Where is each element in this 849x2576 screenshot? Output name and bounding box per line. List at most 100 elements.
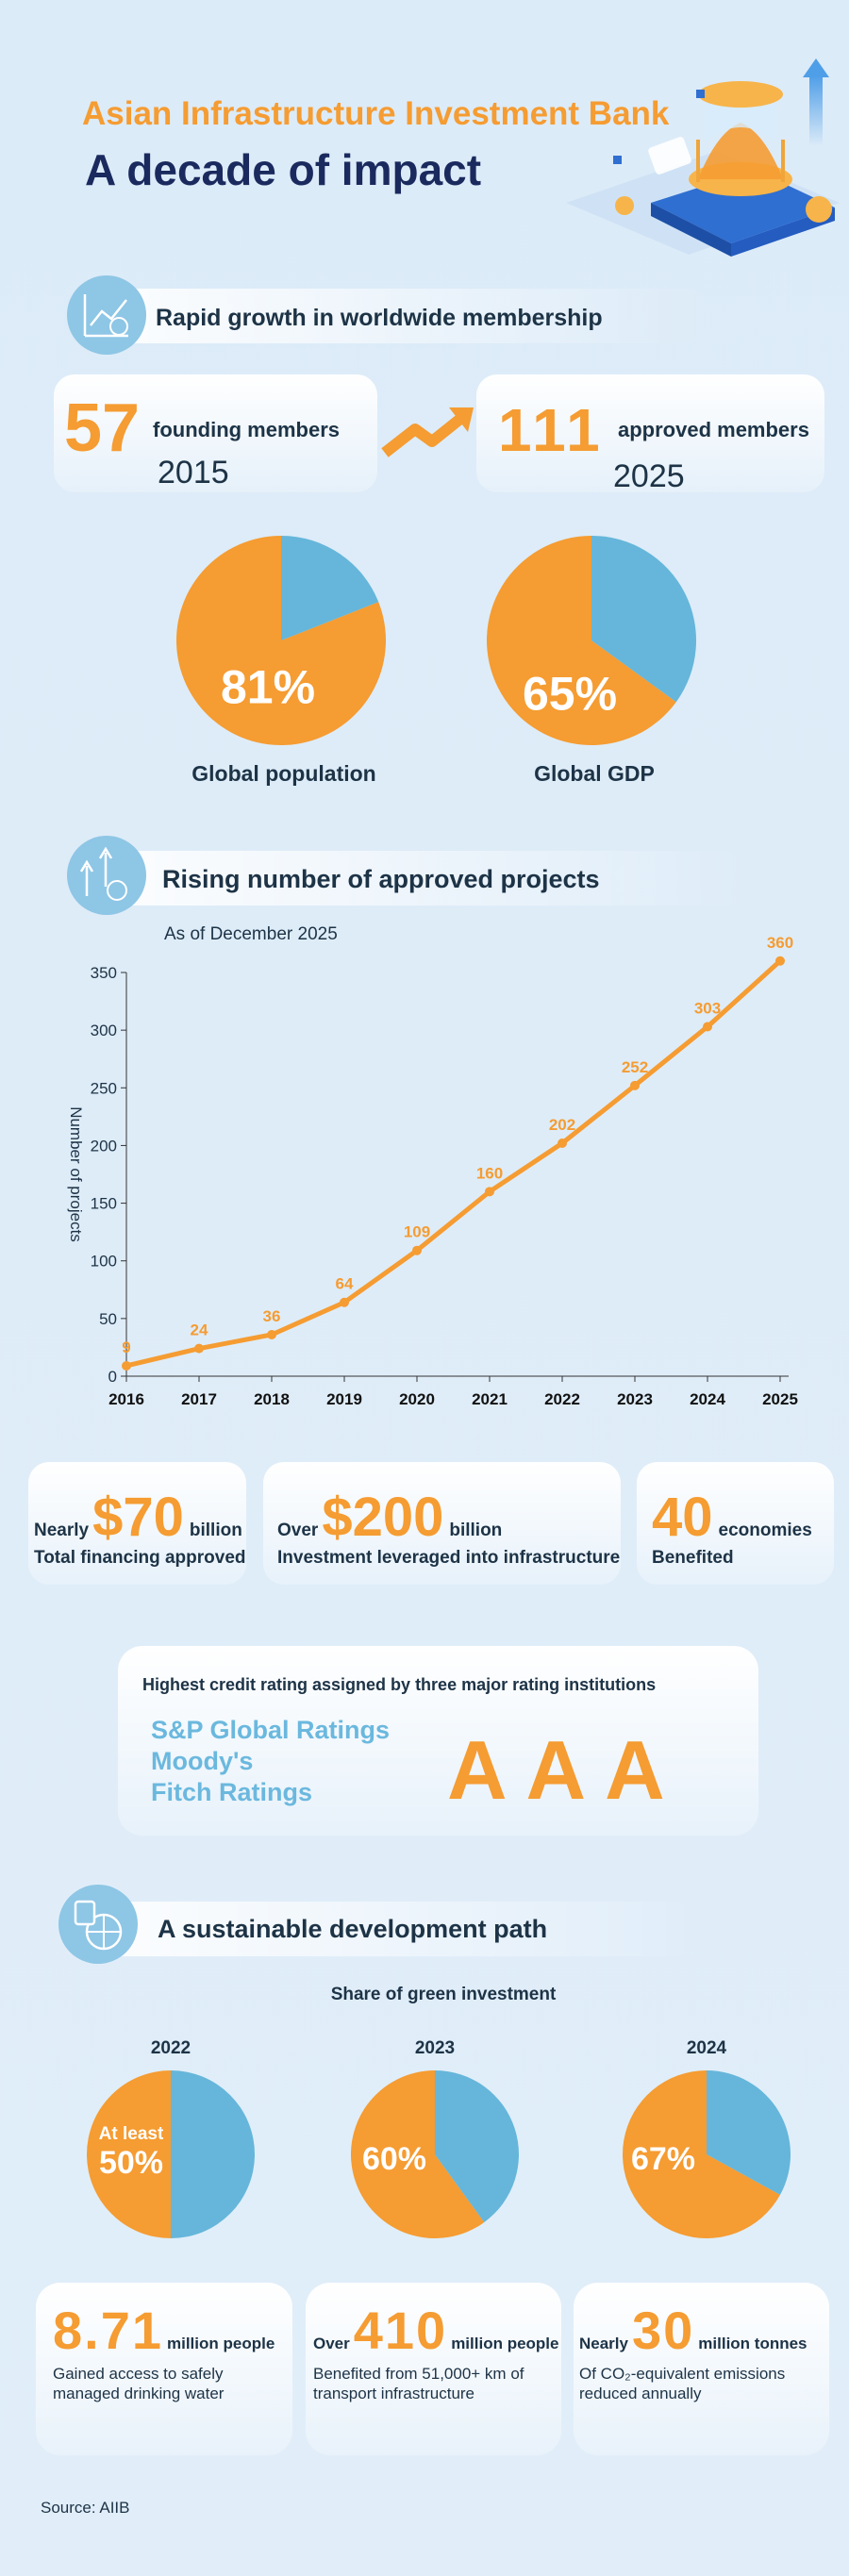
data-label: 9	[122, 1338, 130, 1356]
impact-number: 8.71	[53, 2301, 163, 2360]
agency: S&P Global Ratings	[151, 1716, 390, 1744]
line-point	[267, 1329, 276, 1339]
subheading: Share of green investment	[331, 1985, 557, 2004]
impact-unit: million tonnes	[698, 2335, 807, 2352]
x-tick-label: 2022	[544, 1390, 580, 1408]
stat-prefix: Nearly	[34, 1521, 90, 1540]
impact-prefix: Over	[313, 2335, 350, 2352]
pie-slice	[435, 2070, 519, 2223]
pie-title: Global GDP	[534, 761, 655, 786]
pie-annotation: At least	[99, 2124, 164, 2144]
credit-heading: Highest credit rating assigned by three …	[142, 1675, 656, 1694]
data-label: 64	[336, 1275, 354, 1293]
section-decor	[58, 275, 757, 1964]
line-point	[485, 1187, 494, 1197]
stat: Over$200 billion	[277, 1487, 502, 1548]
pie-label: 50%	[99, 2145, 163, 2181]
impact-caption: Benefited from 51,000+ km of	[313, 2365, 524, 2383]
data-label: 36	[263, 1307, 281, 1325]
big-number: 57	[64, 391, 140, 466]
impact-unit: million people	[451, 2335, 558, 2352]
line-point	[122, 1360, 131, 1371]
label: founding members	[153, 418, 340, 441]
stat-unit: billion	[190, 1521, 242, 1540]
x-tick-label: 2025	[762, 1390, 798, 1408]
pie-label: 60%	[362, 2141, 426, 2177]
line-series	[125, 958, 782, 1369]
line-point	[703, 1022, 712, 1032]
x-tick-label: 2021	[472, 1390, 508, 1408]
line-point	[558, 1138, 567, 1148]
label: approved members	[618, 418, 809, 441]
x-tick-label: 2018	[254, 1390, 290, 1408]
cards	[28, 374, 834, 2455]
y-axis-label: Number of projects	[67, 1106, 85, 1242]
pie-label: 81%	[221, 661, 315, 714]
source: Source: AIIB	[41, 2499, 130, 2517]
y-tick-label: 250	[91, 1079, 117, 1097]
agency: Fitch Ratings	[151, 1778, 312, 1806]
x-tick-label: 2016	[108, 1390, 144, 1408]
stat-unit: economies	[719, 1521, 812, 1540]
pie-slice	[487, 536, 676, 745]
impact-caption: managed drinking water	[53, 2385, 225, 2402]
y-tick-label: 100	[91, 1253, 117, 1271]
line-point	[412, 1245, 422, 1255]
pie-slice	[591, 536, 696, 703]
year: 2015	[158, 455, 229, 490]
section-heading: Rising number of approved projects	[162, 865, 600, 893]
line-point	[194, 1343, 204, 1354]
line-point	[630, 1080, 640, 1090]
stat-caption: Investment leveraged into infrastructure	[277, 1548, 620, 1568]
pie-slice	[350, 2070, 485, 2238]
stat: Nearly$70 billion	[34, 1487, 242, 1548]
y-tick-label: 150	[91, 1195, 117, 1213]
data-label: 252	[622, 1058, 648, 1076]
impact: Nearly30 million tonnes	[579, 2301, 807, 2360]
x-tick-label: 2017	[181, 1390, 217, 1408]
decoration	[566, 58, 840, 257]
y-tick-label: 0	[108, 1368, 117, 1386]
stat-unit: billion	[449, 1521, 502, 1540]
pie-slice	[171, 2070, 255, 2238]
y-tick-label: 300	[91, 1022, 117, 1039]
title: Asian Infrastructure Investment Bank	[82, 95, 670, 132]
data-label: 360	[767, 934, 793, 952]
impact-caption: reduced annually	[579, 2385, 702, 2402]
stat-number: 40	[652, 1487, 713, 1548]
data-label: 24	[191, 1321, 208, 1339]
pie-slice	[622, 2070, 780, 2238]
x-tick-label: 2020	[399, 1390, 435, 1408]
pie-slice	[707, 2070, 791, 2195]
line-point	[775, 956, 785, 966]
x-tick-label: 2019	[326, 1390, 362, 1408]
y-tick-label: 350	[91, 964, 117, 982]
pie-slice	[281, 536, 379, 640]
pie-label: 67%	[631, 2141, 695, 2177]
pie-title: 2024	[687, 2038, 727, 2058]
pie-title: Global population	[191, 761, 375, 786]
y-tick-label: 50	[99, 1310, 117, 1328]
impact-prefix: Nearly	[579, 2335, 629, 2352]
impact: Over410 million people	[313, 2301, 558, 2360]
section-heading: Rapid growth in worldwide membership	[156, 305, 603, 331]
pie-label: 65%	[523, 668, 617, 721]
pie-title: 2022	[151, 2038, 191, 2058]
stat-caption: Total financing approved	[34, 1548, 246, 1568]
impact-number: 410	[354, 2301, 447, 2360]
impact-caption: Gained access to safely	[53, 2365, 224, 2383]
impact-caption: transport infrastructure	[313, 2385, 474, 2402]
impact-number: 30	[632, 2301, 694, 2360]
impact-unit: million people	[167, 2335, 275, 2352]
stat-caption: Benefited	[652, 1548, 734, 1568]
data-label: 303	[694, 999, 721, 1017]
data-label: 109	[404, 1223, 430, 1241]
year: 2025	[613, 458, 685, 494]
pie-title: 2023	[415, 2038, 455, 2058]
agency: Moody's	[151, 1747, 253, 1775]
impact: 8.71 million people	[53, 2301, 275, 2360]
stat-number: $200	[322, 1487, 443, 1548]
big-number: 111	[498, 396, 604, 464]
